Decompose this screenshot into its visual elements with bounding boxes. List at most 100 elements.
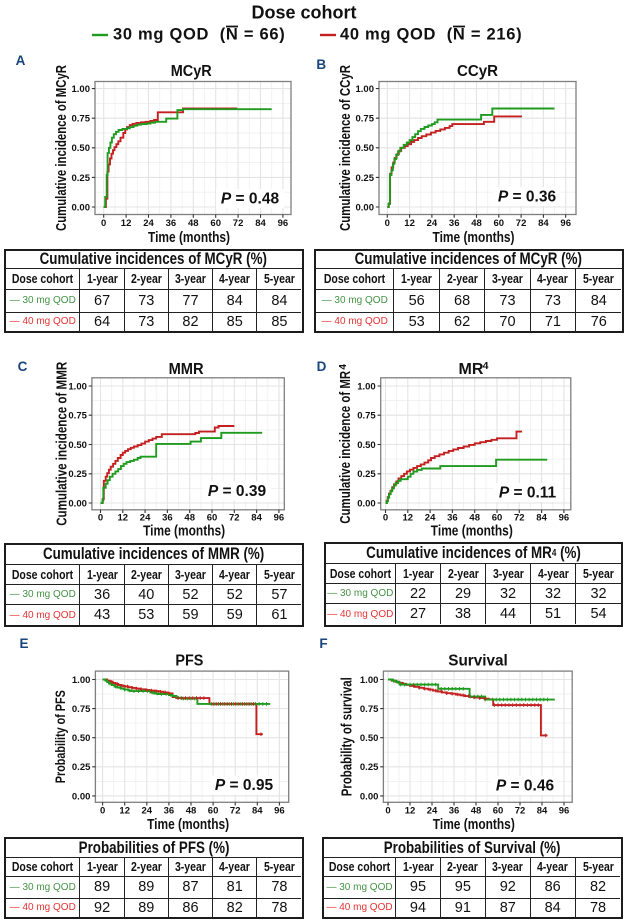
svg-text:0.00: 0.00 (72, 202, 91, 213)
svg-text:96: 96 (274, 512, 285, 523)
svg-text:96: 96 (559, 512, 570, 523)
svg-text:F: F (319, 636, 327, 651)
svg-text:Time (months): Time (months) (147, 817, 229, 833)
svg-text:96: 96 (278, 218, 289, 229)
svg-text:1.00: 1.00 (357, 381, 376, 392)
svg-text:0.25: 0.25 (68, 469, 87, 480)
svg-text:4: 4 (483, 360, 489, 372)
svg-text:24: 24 (425, 512, 436, 523)
svg-text:12: 12 (119, 806, 130, 817)
svg-text:0.25: 0.25 (360, 762, 379, 773)
svg-text:P = 0.36: P = 0.36 (498, 189, 557, 206)
svg-text:24: 24 (140, 512, 151, 523)
svg-text:Probability of PFS: Probability of PFS (53, 690, 68, 783)
svg-text:60: 60 (494, 218, 505, 229)
svg-text:MR: MR (459, 361, 484, 378)
svg-text:0.75: 0.75 (357, 411, 376, 422)
svg-text:36: 36 (447, 512, 458, 523)
svg-text:Time (months): Time (months) (433, 230, 515, 246)
svg-text:36: 36 (449, 218, 460, 229)
svg-text:72: 72 (516, 218, 527, 229)
svg-text:P = 0.95: P = 0.95 (215, 777, 274, 794)
svg-text:24: 24 (143, 218, 154, 229)
svg-text:48: 48 (186, 806, 197, 817)
svg-text:4: 4 (338, 364, 349, 370)
svg-text:1.00: 1.00 (356, 84, 375, 95)
svg-text:48: 48 (188, 218, 199, 229)
svg-text:D: D (317, 359, 327, 374)
svg-text:0: 0 (98, 512, 103, 523)
svg-text:40 mg QOD (N = 216): 40 mg QOD (N = 216) (340, 26, 522, 44)
svg-text:Time (months): Time (months) (431, 524, 513, 540)
svg-text:1.00: 1.00 (72, 675, 91, 686)
svg-text:1.00: 1.00 (68, 381, 87, 392)
svg-text:0.00: 0.00 (68, 498, 87, 509)
svg-text:84: 84 (536, 512, 547, 523)
svg-text:60: 60 (210, 218, 221, 229)
svg-text:72: 72 (514, 512, 525, 523)
svg-text:36: 36 (164, 806, 175, 817)
svg-text:96: 96 (559, 806, 570, 817)
svg-text:12: 12 (405, 806, 416, 817)
svg-text:C: C (18, 359, 28, 374)
svg-text:0.00: 0.00 (357, 498, 376, 509)
svg-text:1.00: 1.00 (360, 675, 379, 686)
svg-text:Cumulative incidence of MMR: Cumulative incidence of MMR (54, 362, 71, 526)
svg-text:0.50: 0.50 (68, 440, 87, 451)
svg-text:72: 72 (515, 806, 526, 817)
svg-text:0.25: 0.25 (357, 469, 376, 480)
svg-text:A: A (16, 53, 26, 68)
svg-text:0: 0 (100, 806, 105, 817)
svg-text:96: 96 (274, 806, 285, 817)
svg-text:0: 0 (101, 218, 106, 229)
svg-text:12: 12 (121, 218, 132, 229)
svg-text:P = 0.11: P = 0.11 (499, 485, 557, 502)
svg-text:0.75: 0.75 (356, 114, 375, 125)
svg-text:84: 84 (538, 218, 549, 229)
svg-text:MMR: MMR (169, 361, 204, 378)
svg-text:0.50: 0.50 (356, 143, 375, 154)
svg-text:MCyR: MCyR (171, 63, 212, 80)
svg-text:Time (months): Time (months) (148, 230, 230, 246)
svg-text:0.50: 0.50 (357, 440, 376, 451)
svg-text:0.00: 0.00 (360, 791, 379, 802)
svg-text:36: 36 (449, 806, 460, 817)
svg-text:72: 72 (229, 512, 240, 523)
svg-text:0.75: 0.75 (68, 411, 87, 422)
svg-text:60: 60 (208, 806, 219, 817)
svg-text:0.50: 0.50 (72, 143, 91, 154)
svg-text:PFS: PFS (175, 652, 203, 669)
svg-text:72: 72 (233, 218, 244, 229)
svg-text:1.00: 1.00 (72, 84, 91, 95)
svg-text:48: 48 (471, 806, 482, 817)
svg-text:84: 84 (251, 512, 262, 523)
svg-text:96: 96 (560, 218, 571, 229)
svg-text:Time (months): Time (months) (143, 524, 225, 540)
svg-text:0: 0 (385, 218, 390, 229)
svg-text:Time (months): Time (months) (433, 817, 515, 833)
svg-text:0.50: 0.50 (72, 733, 91, 744)
svg-text:48: 48 (469, 512, 480, 523)
svg-text:48: 48 (471, 218, 482, 229)
svg-text:P = 0.39: P = 0.39 (208, 483, 267, 500)
svg-text:30 mg QOD (N = 66): 30 mg QOD (N = 66) (113, 26, 285, 44)
svg-text:60: 60 (207, 512, 218, 523)
svg-text:Probability of survival: Probability of survival (340, 677, 356, 796)
svg-text:72: 72 (230, 806, 241, 817)
svg-text:36: 36 (162, 512, 173, 523)
svg-text:12: 12 (403, 512, 414, 523)
svg-text:E: E (19, 636, 28, 651)
svg-text:0.50: 0.50 (360, 733, 379, 744)
svg-text:0.00: 0.00 (356, 202, 375, 213)
svg-text:36: 36 (166, 218, 177, 229)
svg-text:P = 0.48: P = 0.48 (221, 191, 280, 208)
svg-text:12: 12 (404, 218, 415, 229)
svg-text:60: 60 (492, 512, 503, 523)
svg-text:0.75: 0.75 (72, 114, 91, 125)
svg-text:24: 24 (427, 218, 438, 229)
svg-text:0.75: 0.75 (360, 704, 379, 715)
svg-text:0.25: 0.25 (72, 173, 91, 184)
svg-text:Dose cohort: Dose cohort (251, 3, 356, 23)
svg-text:84: 84 (255, 218, 266, 229)
svg-text:84: 84 (537, 806, 548, 817)
